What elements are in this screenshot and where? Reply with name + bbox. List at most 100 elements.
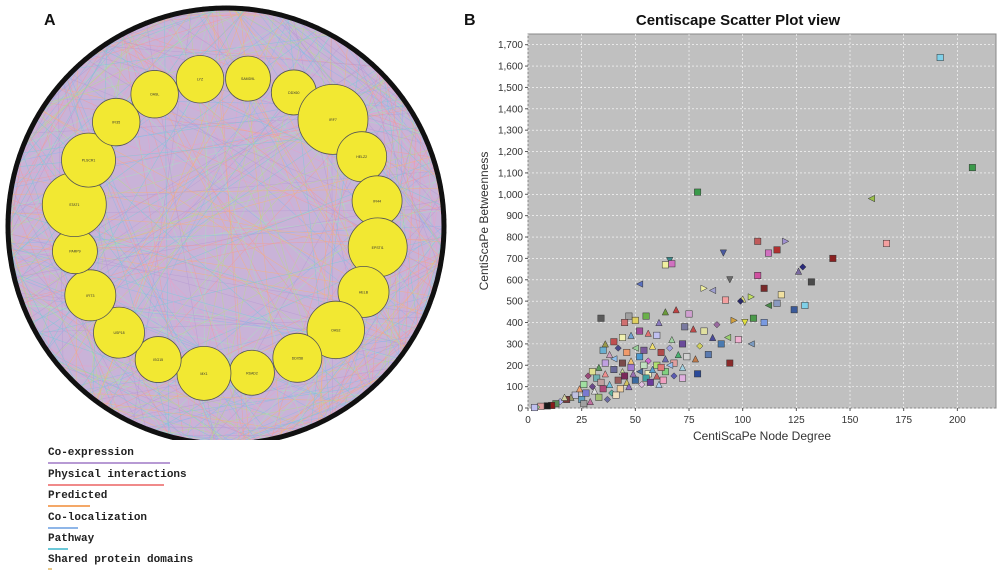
network-edge (9, 44, 105, 203)
legend-item-predicted: Predicted (48, 490, 107, 502)
x-tick-label: 100 (734, 415, 751, 426)
peripheral-node (226, 5, 232, 11)
peripheral-node (98, 401, 103, 407)
peripheral-node (436, 268, 442, 274)
peripheral-node (374, 66, 380, 71)
peripheral-node (120, 31, 126, 37)
network-edge (162, 393, 365, 435)
data-point (610, 338, 618, 346)
peripheral-node (315, 25, 321, 31)
peripheral-node (431, 159, 437, 165)
gene-node (130, 70, 179, 119)
network-edge (151, 340, 412, 432)
peripheral-node (359, 394, 365, 399)
legend-line-pathway (48, 548, 68, 550)
data-point (619, 334, 626, 341)
gene-node-label: OAS2 (331, 328, 340, 332)
network-edge (41, 8, 249, 110)
peripheral-node (265, 9, 271, 15)
y-tick-label: 600 (506, 275, 523, 286)
peripheral-node (326, 31, 332, 37)
peripheral-node (92, 398, 98, 403)
network-edge (9, 253, 78, 386)
y-tick-label: 200 (506, 361, 523, 372)
data-point (704, 351, 712, 359)
peripheral-node (137, 424, 143, 429)
network-edge (8, 64, 80, 225)
peripheral-node (332, 34, 338, 40)
data-point (597, 378, 605, 386)
gene-node-label: HELB (359, 290, 369, 294)
network-edge (416, 128, 422, 331)
peripheral-node (396, 356, 401, 362)
peripheral-node (440, 204, 446, 209)
peripheral-node (297, 18, 302, 24)
y-tick-label: 1,500 (498, 83, 523, 94)
data-point (730, 316, 738, 324)
data-points (530, 54, 976, 412)
peripheral-node (417, 123, 422, 128)
peripheral-node (143, 20, 149, 26)
data-point (612, 391, 620, 399)
peripheral-node (156, 430, 162, 436)
data-point (867, 194, 875, 203)
gene-node (225, 55, 271, 102)
y-tick-label: 100 (506, 382, 523, 393)
legend-label: Pathway (48, 533, 95, 545)
peripheral-node (374, 381, 380, 386)
peripheral-node (109, 409, 114, 414)
panel-label-a: A (44, 12, 56, 29)
network-edge (57, 364, 263, 440)
legend-item-pathway: Pathway (48, 533, 94, 545)
data-point (530, 404, 538, 412)
peripheral-node (10, 178, 16, 184)
network-edge (420, 232, 444, 325)
peripheral-node (435, 171, 441, 177)
peripheral-node (290, 430, 296, 436)
data-point (605, 380, 614, 388)
peripheral-node (47, 95, 53, 101)
gene-node-label: EPSTI1 (372, 246, 384, 250)
peripheral-node (72, 381, 78, 386)
data-point (764, 249, 772, 257)
data-point (584, 372, 592, 380)
peripheral-node (21, 306, 27, 312)
gene-node (92, 97, 141, 147)
network-edge (75, 35, 333, 69)
peripheral-node (364, 57, 370, 63)
data-point (580, 400, 588, 408)
network-edge (22, 16, 164, 148)
panel-label-b: B (464, 12, 476, 29)
peripheral-node (24, 134, 30, 140)
peripheral-node (181, 9, 187, 15)
peripheral-node (5, 236, 11, 242)
network-edge (146, 22, 408, 105)
data-point (629, 370, 637, 378)
peripheral-node (439, 191, 444, 196)
peripheral-node (150, 18, 155, 24)
peripheral-node (213, 5, 219, 11)
legend-label: Co-localization (48, 512, 148, 524)
data-point (726, 276, 734, 284)
peripheral-node (315, 421, 321, 427)
peripheral-node (87, 53, 93, 58)
peripheral-node (13, 281, 19, 287)
data-point (665, 361, 674, 369)
peripheral-node (349, 45, 354, 51)
data-point (631, 316, 639, 324)
data-point (588, 368, 596, 376)
y-tick-label: 1,700 (498, 40, 523, 51)
network-edge (235, 396, 362, 440)
network-edge (352, 48, 444, 220)
data-point (644, 329, 652, 337)
peripheral-node (77, 385, 83, 391)
peripheral-node (77, 61, 83, 67)
peripheral-node (338, 409, 343, 414)
peripheral-node (321, 28, 326, 34)
peripheral-node (17, 294, 23, 299)
data-point (543, 402, 551, 410)
x-tick-label: 200 (949, 415, 966, 426)
data-point (640, 361, 648, 369)
legend-item-co-expression: Co-expression (48, 447, 134, 459)
gene-node-label: RSAD2 (246, 371, 258, 375)
